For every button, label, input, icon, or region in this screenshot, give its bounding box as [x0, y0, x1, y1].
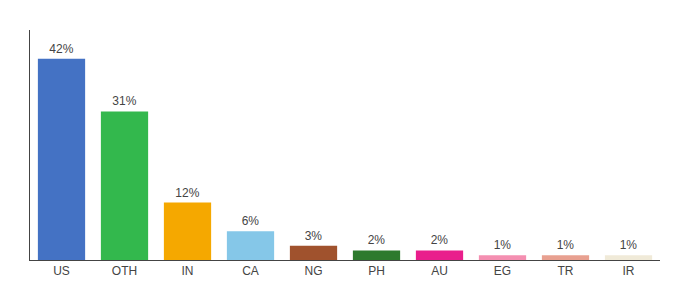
svg-text:1%: 1% — [557, 238, 575, 252]
svg-text:IN: IN — [182, 264, 194, 278]
svg-text:EG: EG — [494, 264, 511, 278]
svg-text:42%: 42% — [49, 42, 73, 56]
svg-text:TR: TR — [558, 264, 574, 278]
svg-text:1%: 1% — [620, 238, 638, 252]
svg-text:US: US — [53, 264, 70, 278]
svg-text:OTH: OTH — [112, 264, 137, 278]
svg-text:2%: 2% — [368, 233, 386, 247]
svg-text:AU: AU — [431, 264, 448, 278]
svg-text:3%: 3% — [305, 229, 323, 243]
svg-text:12%: 12% — [175, 186, 199, 200]
svg-text:2%: 2% — [431, 233, 449, 247]
svg-text:IR: IR — [623, 264, 635, 278]
svg-text:NG: NG — [305, 264, 323, 278]
svg-text:31%: 31% — [112, 94, 136, 108]
svg-text:6%: 6% — [242, 214, 260, 228]
svg-text:PH: PH — [368, 264, 385, 278]
svg-text:CA: CA — [242, 264, 259, 278]
svg-text:1%: 1% — [494, 238, 512, 252]
